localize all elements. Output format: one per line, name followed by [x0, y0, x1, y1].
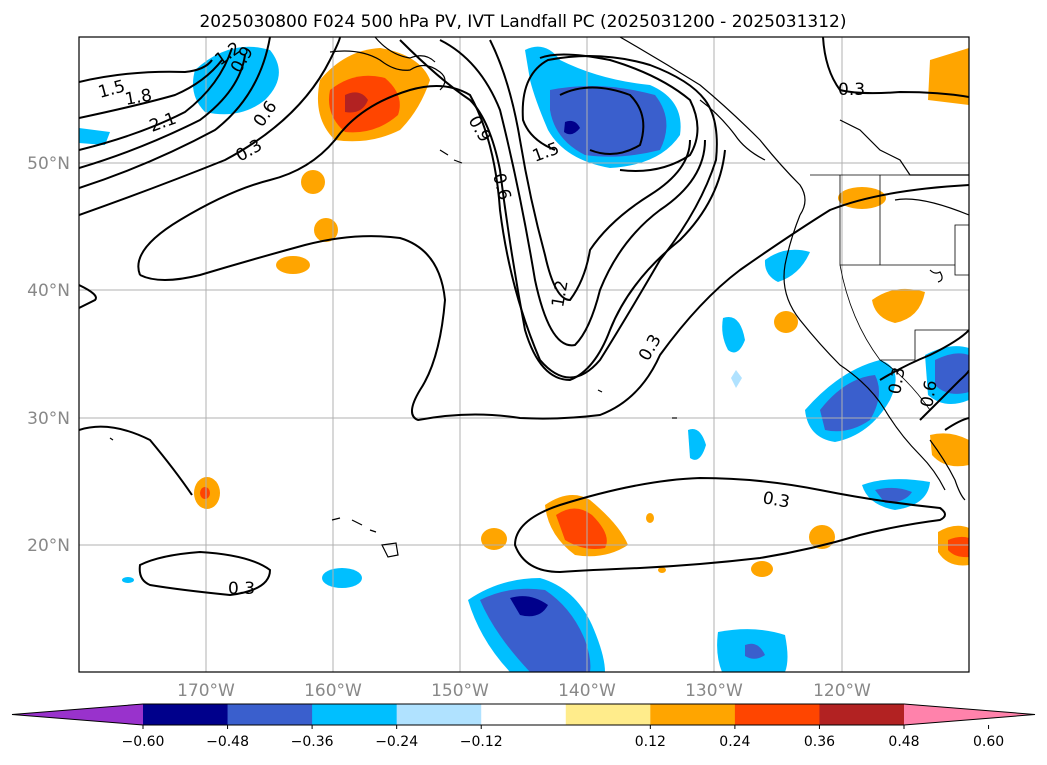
patch-negative: [745, 643, 765, 659]
contour-label: 1.2: [548, 279, 572, 309]
patch-negative: [79, 128, 110, 145]
patch-positive: [646, 513, 654, 523]
colorbar-extend-max: [904, 704, 1035, 725]
lon-label: 140°W: [558, 681, 616, 701]
patch-negative: [564, 120, 580, 135]
patch-positive: [276, 256, 310, 274]
patch-positive: [928, 48, 969, 105]
colorbar-segment: [143, 704, 229, 725]
lat-label: 40°N: [27, 281, 70, 301]
patch-positive: [751, 561, 773, 577]
map-frame: [78, 36, 970, 673]
patch-negative: [510, 596, 548, 617]
lon-label: 150°W: [431, 681, 489, 701]
colorbar: −0.60 −0.48 −0.36 −0.24 −0.12 0.12 0.24 0.36 0.4…: [11, 703, 1036, 750]
patch-positive: [930, 433, 969, 467]
map-background: [79, 37, 969, 672]
graticule: [79, 37, 969, 672]
contour-label: 0.3: [885, 366, 909, 396]
colorbar-tick-label: 0.48: [888, 734, 919, 750]
patch-negative: [480, 588, 591, 672]
latitude-labels: 50°N 40°N 30°N 20°N: [27, 154, 70, 556]
colorbar-segment: [734, 704, 820, 725]
patch-negative: [731, 370, 742, 388]
patch-negative: [764, 249, 810, 282]
lat-label: 50°N: [27, 154, 70, 174]
longitude-labels: 170°W 160°W 150°W 140°W 130°W 120°W: [177, 681, 871, 701]
patch-positive: [838, 187, 886, 209]
patch-positive: [872, 288, 925, 323]
colorbar-tick-label: −0.24: [375, 734, 418, 750]
colorbar-segment: [819, 704, 905, 725]
patch-negative: [935, 353, 969, 394]
patch-positive: [481, 528, 507, 550]
lon-label: 130°W: [685, 681, 743, 701]
patch-positive: [200, 487, 210, 499]
colorbar-tick-label: 0.60: [973, 734, 1004, 750]
pv-contours: [79, 37, 969, 597]
contour-label: 0.6: [917, 379, 941, 409]
colorbar-tick-label: 0.12: [635, 734, 666, 750]
patch-positive: [345, 92, 368, 113]
contour-label: 0.3: [228, 579, 255, 599]
patch-negative: [820, 375, 879, 432]
coastlines: [109, 37, 969, 558]
lon-label: 160°W: [304, 681, 362, 701]
colorbar-tick-label: −0.12: [460, 734, 503, 750]
patch-positive: [774, 311, 798, 333]
patch-positive: [314, 218, 338, 242]
patch-positive: [658, 567, 666, 573]
patch-negative: [322, 568, 362, 588]
colorbar-tick-label: −0.36: [291, 734, 334, 750]
colorbar-tick-label: −0.60: [122, 734, 165, 750]
colorbar-tick-label: 0.36: [804, 734, 835, 750]
lat-label: 20°N: [27, 536, 70, 556]
patch-negative: [722, 316, 745, 353]
colorbar-tick-label: −0.48: [206, 734, 249, 750]
colorbar-extend-min: [12, 704, 143, 725]
colorbar-tick-label: 0.24: [719, 734, 750, 750]
patch-negative: [122, 577, 134, 583]
colorbar-segment: [565, 704, 651, 725]
patch-negative: [875, 487, 912, 503]
colorbar-segment: [227, 704, 313, 725]
colorbar-segment: [481, 704, 567, 725]
patch-positive: [301, 170, 325, 194]
figure-title: 2025030800 F024 500 hPa PV, IVT Landfall…: [199, 12, 846, 32]
lon-label: 120°W: [813, 681, 871, 701]
lon-label: 170°W: [177, 681, 235, 701]
colorbar-segment: [312, 704, 398, 725]
contour-label: 0.3: [838, 80, 865, 100]
patch-positive: [948, 536, 969, 558]
patch-positive: [556, 508, 607, 549]
patch-negative: [688, 429, 706, 460]
contour-label: 0.3: [761, 488, 791, 512]
colorbar-segment: [650, 704, 736, 725]
lat-label: 30°N: [27, 409, 70, 429]
colorbar-segment: [396, 704, 482, 725]
contour-label: 1.8: [123, 86, 153, 110]
